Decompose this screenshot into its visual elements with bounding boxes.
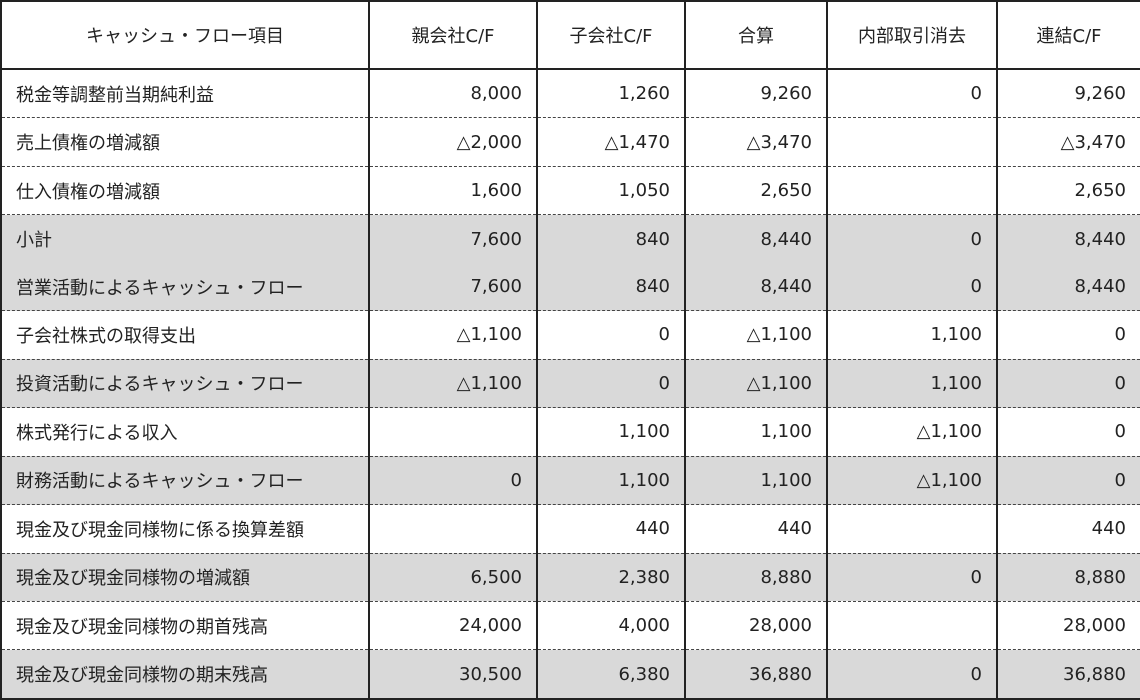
column-header: 内部取引消去 [826, 0, 998, 70]
row-label: 子会社株式の取得支出 [0, 310, 370, 360]
cell-value: 0 [996, 407, 1140, 457]
cell-value: 8,440 [996, 262, 1140, 312]
cell-value: 8,880 [996, 553, 1140, 602]
row-label: 税金等調整前当期純利益 [0, 69, 370, 119]
cell-value: △1,100 [368, 310, 538, 360]
row-label: 投資活動によるキャッシュ・フロー [0, 359, 370, 409]
row-label: 小計 [0, 214, 370, 263]
column-header: 連結C/F [996, 0, 1140, 70]
header-row: キャッシュ・フロー項目 親会社C/F 子会社C/F 合算 内部取引消去 連結C/F [0, 0, 1140, 70]
table-row: 財務活動によるキャッシュ・フロー 0 1,100 1,100 △1,100 0 [0, 456, 1140, 506]
cell-value: 8,440 [684, 262, 828, 312]
cell-value: 36,880 [684, 649, 828, 700]
table-row: 営業活動によるキャッシュ・フロー 7,600 840 8,440 0 8,440 [0, 262, 1140, 312]
cell-value: △1,100 [826, 407, 998, 457]
cell-value: 0 [996, 310, 1140, 360]
row-label: 現金及び現金同様物の増減額 [0, 553, 370, 602]
cell-value: △1,100 [684, 310, 828, 360]
row-label: 財務活動によるキャッシュ・フロー [0, 456, 370, 506]
cell-value: 2,650 [996, 166, 1140, 216]
table-row: 現金及び現金同様物の増減額 6,500 2,380 8,880 0 8,880 [0, 553, 1140, 602]
row-label: 株式発行による収入 [0, 407, 370, 457]
cell-value: 6,380 [536, 649, 686, 700]
cell-value [826, 504, 998, 554]
cell-value: 840 [536, 262, 686, 312]
table-row: 売上債権の増減額 △2,000 △1,470 △3,470 △3,470 [0, 117, 1140, 167]
cell-value: △2,000 [368, 117, 538, 167]
cell-value: 8,440 [996, 214, 1140, 263]
cell-value: 0 [536, 310, 686, 360]
cell-value: 1,600 [368, 166, 538, 216]
table-row: 現金及び現金同様物の期首残高 24,000 4,000 28,000 28,000 [0, 601, 1140, 651]
cell-value: 0 [826, 69, 998, 119]
cell-value: 1,260 [536, 69, 686, 119]
cell-value: 0 [826, 649, 998, 700]
cell-value [826, 166, 998, 216]
cell-value [826, 601, 998, 651]
cell-value: 2,650 [684, 166, 828, 216]
row-label: 現金及び現金同様物に係る換算差額 [0, 504, 370, 554]
cell-value: 0 [826, 262, 998, 312]
column-header: 子会社C/F [536, 0, 686, 70]
cell-value: 1,100 [684, 407, 828, 457]
cell-value: 1,100 [536, 407, 686, 457]
table-row: 株式発行による収入 1,100 1,100 △1,100 0 [0, 407, 1140, 457]
cell-value: 0 [996, 456, 1140, 506]
cell-value: 28,000 [996, 601, 1140, 651]
cell-value: 0 [368, 456, 538, 506]
cell-value [826, 117, 998, 167]
cell-value: 8,880 [684, 553, 828, 602]
cell-value: 440 [684, 504, 828, 554]
cell-value: △1,100 [826, 456, 998, 506]
cell-value: 30,500 [368, 649, 538, 700]
cell-value: 8,440 [684, 214, 828, 263]
column-header: キャッシュ・フロー項目 [0, 0, 370, 70]
row-label: 現金及び現金同様物の期首残高 [0, 601, 370, 651]
cell-value: 9,260 [996, 69, 1140, 119]
table-row: 現金及び現金同様物に係る換算差額 440 440 440 [0, 504, 1140, 554]
row-label: 営業活動によるキャッシュ・フロー [0, 262, 370, 312]
cell-value [368, 407, 538, 457]
cell-value: 1,100 [826, 310, 998, 360]
cell-value: 4,000 [536, 601, 686, 651]
cell-value: 0 [826, 214, 998, 263]
row-label: 仕入債権の増減額 [0, 166, 370, 216]
cell-value: 440 [996, 504, 1140, 554]
table-row: 投資活動によるキャッシュ・フロー △1,100 0 △1,100 1,100 0 [0, 359, 1140, 409]
cell-value: △3,470 [996, 117, 1140, 167]
column-header: 合算 [684, 0, 828, 70]
cell-value: 2,380 [536, 553, 686, 602]
cell-value: 8,000 [368, 69, 538, 119]
cell-value: 0 [996, 359, 1140, 409]
cell-value: 1,100 [536, 456, 686, 506]
cell-value: △3,470 [684, 117, 828, 167]
cell-value: 1,050 [536, 166, 686, 216]
row-label: 現金及び現金同様物の期末残高 [0, 649, 370, 700]
cell-value: 6,500 [368, 553, 538, 602]
table-row: 現金及び現金同様物の期末残高 30,500 6,380 36,880 0 36,880 [0, 649, 1140, 700]
cell-value: 7,600 [368, 214, 538, 263]
table-row: 子会社株式の取得支出 △1,100 0 △1,100 1,100 0 [0, 310, 1140, 360]
cell-value: 840 [536, 214, 686, 263]
cell-value: 0 [536, 359, 686, 409]
cell-value [368, 504, 538, 554]
cell-value: 440 [536, 504, 686, 554]
cell-value: 24,000 [368, 601, 538, 651]
cell-value: 1,100 [826, 359, 998, 409]
row-label: 売上債権の増減額 [0, 117, 370, 167]
cell-value: △1,100 [368, 359, 538, 409]
cell-value: 9,260 [684, 69, 828, 119]
table-row: 小計 7,600 840 8,440 0 8,440 [0, 214, 1140, 263]
cell-value: 1,100 [684, 456, 828, 506]
table-row: 税金等調整前当期純利益 8,000 1,260 9,260 0 9,260 [0, 69, 1140, 119]
table-row: 仕入債権の増減額 1,600 1,050 2,650 2,650 [0, 166, 1140, 216]
cell-value: 36,880 [996, 649, 1140, 700]
cell-value: △1,100 [684, 359, 828, 409]
column-header: 親会社C/F [368, 0, 538, 70]
cell-value: 28,000 [684, 601, 828, 651]
cell-value: △1,470 [536, 117, 686, 167]
cell-value: 7,600 [368, 262, 538, 312]
cell-value: 0 [826, 553, 998, 602]
